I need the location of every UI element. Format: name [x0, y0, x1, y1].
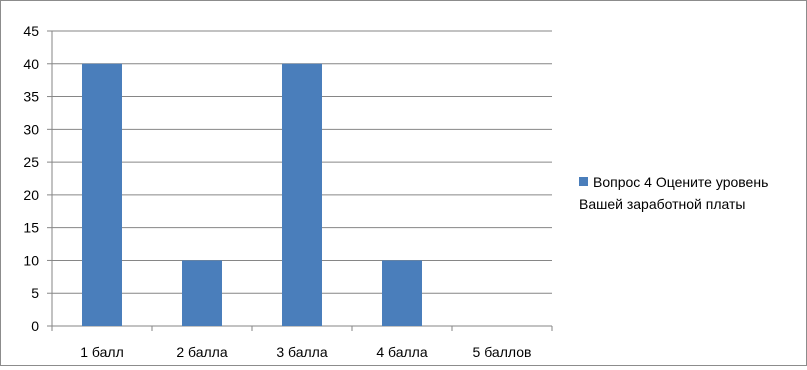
bar: [282, 63, 322, 327]
y-tick-label: 40: [23, 56, 39, 72]
y-tick-label: 45: [23, 23, 39, 39]
x-tick-label: 4 балла: [376, 344, 427, 360]
x-tick-label: 2 балла: [176, 344, 227, 360]
y-tick-label: 10: [23, 252, 39, 268]
bar: [82, 63, 122, 327]
y-tick-label: 15: [23, 220, 39, 236]
legend-label: Вопрос 4 Оцените уровень Вашей заработно…: [579, 174, 769, 212]
y-tick-label: 25: [23, 154, 39, 170]
bar: [182, 260, 222, 326]
bar: [382, 260, 422, 326]
legend: Вопрос 4 Оцените уровень Вашей заработно…: [579, 171, 804, 215]
x-tick-label: 1 балл: [80, 344, 124, 360]
y-tick-label: 35: [23, 89, 39, 105]
y-tick-label: 0: [31, 318, 39, 334]
y-tick-label: 30: [23, 121, 39, 137]
y-tick-label: 20: [23, 187, 39, 203]
legend-swatch: [579, 177, 588, 186]
y-tick-label: 5: [31, 285, 39, 301]
x-tick-label: 3 балла: [276, 344, 327, 360]
x-tick-label: 5 баллов: [473, 344, 532, 360]
